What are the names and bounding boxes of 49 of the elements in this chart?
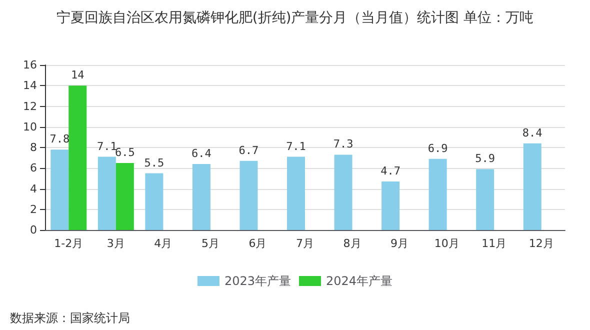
bar bbox=[287, 156, 305, 230]
bar bbox=[192, 164, 210, 230]
bar bbox=[476, 169, 494, 230]
data-label: 7.1 bbox=[96, 140, 117, 153]
legend-label: 2024年产量 bbox=[326, 274, 393, 288]
bar bbox=[50, 150, 69, 230]
y-tick-label: 8 bbox=[30, 141, 37, 154]
data-label: 6.4 bbox=[192, 147, 212, 160]
bar bbox=[382, 182, 400, 230]
bar bbox=[240, 160, 258, 230]
data-label: 6.9 bbox=[428, 142, 448, 155]
bar bbox=[98, 156, 116, 230]
bar bbox=[68, 86, 87, 230]
data-label: 7.1 bbox=[286, 140, 306, 153]
x-tick-label: 11月 bbox=[482, 237, 507, 250]
data-label: 5.9 bbox=[475, 152, 496, 166]
data-label: 14 bbox=[71, 68, 85, 82]
bar bbox=[145, 173, 164, 230]
y-tick-label: 0 bbox=[30, 224, 37, 236]
data-label: 4.7 bbox=[380, 164, 400, 178]
source-note: 数据来源：国家统计局 bbox=[10, 311, 130, 325]
y-tick-label: 12 bbox=[23, 100, 37, 113]
x-tick-label: 4月 bbox=[154, 237, 172, 250]
data-label: 6.5 bbox=[114, 146, 135, 159]
x-tick-label: 9月 bbox=[390, 237, 409, 250]
chart-title: 宁夏回族自治区农用氮磷钾化肥(折纯)产量分月（当月值）统计图 单位：万吨 bbox=[56, 10, 534, 26]
x-tick-label: 10月 bbox=[434, 237, 460, 250]
y-tick-label: 6 bbox=[30, 162, 37, 175]
data-label: 7.3 bbox=[333, 138, 354, 151]
legend-label: 2023年产量 bbox=[224, 274, 292, 288]
data-label: 8.4 bbox=[522, 126, 543, 140]
x-tick-label: 1-2月 bbox=[54, 237, 84, 250]
x-tick-label: 3月 bbox=[106, 237, 125, 250]
y-tick-label: 2 bbox=[30, 202, 37, 216]
x-tick-label: 8月 bbox=[343, 237, 362, 250]
x-tick-label: 7月 bbox=[296, 237, 314, 250]
x-tick-label: 12月 bbox=[528, 237, 554, 250]
y-tick-label: 10 bbox=[23, 120, 37, 134]
y-tick-label: 4 bbox=[30, 182, 37, 196]
data-label: 5.5 bbox=[144, 156, 164, 170]
bar bbox=[116, 162, 134, 230]
y-tick-label: 14 bbox=[23, 79, 37, 92]
bar bbox=[428, 158, 447, 230]
x-tick-label: 6月 bbox=[248, 237, 267, 250]
y-tick-label: 16 bbox=[23, 58, 37, 72]
bar bbox=[523, 143, 542, 230]
data-label: 6.7 bbox=[238, 144, 259, 157]
x-tick-label: 5月 bbox=[201, 237, 220, 250]
bar bbox=[334, 154, 352, 230]
